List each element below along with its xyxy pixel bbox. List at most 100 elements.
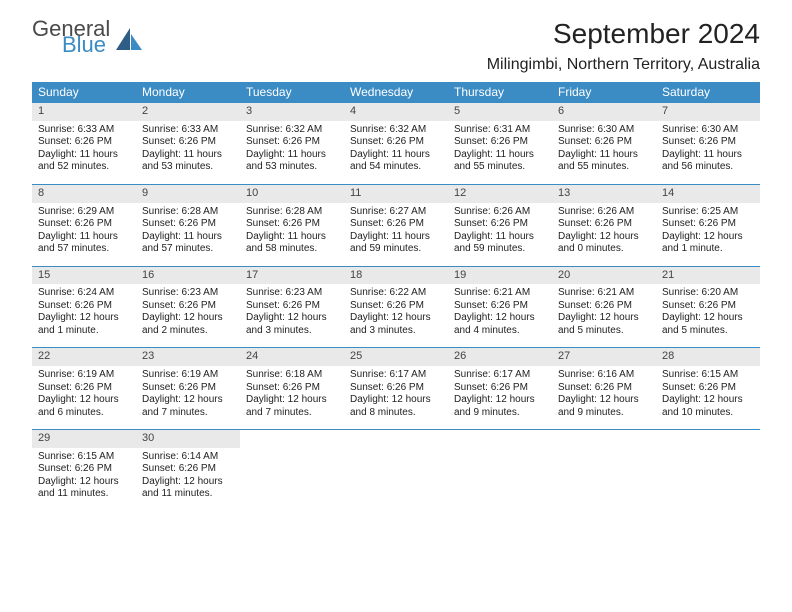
daylight-text: Daylight: 12 hours: [246, 312, 338, 325]
sunrise-text: Sunrise: 6:24 AM: [38, 287, 130, 300]
daylight-text: and 53 minutes.: [142, 161, 234, 174]
calendar-cell: 19Sunrise: 6:21 AMSunset: 6:26 PMDayligh…: [448, 266, 552, 348]
daylight-text: and 7 minutes.: [142, 407, 234, 420]
calendar-cell: 5Sunrise: 6:31 AMSunset: 6:26 PMDaylight…: [448, 103, 552, 185]
sunrise-text: Sunrise: 6:19 AM: [38, 369, 130, 382]
daylight-text: and 52 minutes.: [38, 161, 130, 174]
day-body: Sunrise: 6:33 AMSunset: 6:26 PMDaylight:…: [136, 121, 240, 184]
sunrise-text: Sunrise: 6:25 AM: [662, 206, 754, 219]
day-body: Sunrise: 6:21 AMSunset: 6:26 PMDaylight:…: [448, 284, 552, 347]
day-number: 24: [240, 348, 344, 366]
daylight-text: Daylight: 12 hours: [350, 312, 442, 325]
sunrise-text: Sunrise: 6:16 AM: [558, 369, 650, 382]
calendar-cell: 27Sunrise: 6:16 AMSunset: 6:26 PMDayligh…: [552, 348, 656, 430]
sunrise-text: Sunrise: 6:15 AM: [38, 451, 130, 464]
sunset-text: Sunset: 6:26 PM: [350, 218, 442, 231]
day-number: 3: [240, 103, 344, 121]
sunrise-text: Sunrise: 6:20 AM: [662, 287, 754, 300]
daylight-text: and 1 minute.: [38, 325, 130, 338]
calendar-cell: 2Sunrise: 6:33 AMSunset: 6:26 PMDaylight…: [136, 103, 240, 185]
day-body: Sunrise: 6:32 AMSunset: 6:26 PMDaylight:…: [240, 121, 344, 184]
calendar-cell: 10 Sunrise: 6:28 AMSunset: 6:26 PMDayligh…: [240, 184, 344, 266]
sunrise-text: Sunrise: 6:17 AM: [350, 369, 442, 382]
day-number: 16: [136, 267, 240, 285]
day-body: Sunrise: 6:19 AMSunset: 6:26 PMDaylight:…: [32, 366, 136, 429]
title-block: September 2024 Milingimbi, Northern Terr…: [487, 18, 760, 74]
weekday-header: Monday: [136, 82, 240, 103]
sunset-text: Sunset: 6:26 PM: [350, 382, 442, 395]
day-body: Sunrise: 6:31 AMSunset: 6:26 PMDaylight:…: [448, 121, 552, 184]
day-body: Sunrise: 6:33 AMSunset: 6:26 PMDaylight:…: [32, 121, 136, 184]
sunset-text: Sunset: 6:26 PM: [38, 463, 130, 476]
weekday-header: Friday: [552, 82, 656, 103]
sunrise-text: Sunrise: 6:28 AM: [142, 206, 234, 219]
calendar-cell: 18Sunrise: 6:22 AMSunset: 6:26 PMDayligh…: [344, 266, 448, 348]
weekday-header: Saturday: [656, 82, 760, 103]
calendar-cell: 9Sunrise: 6:28 AMSunset: 6:26 PMDaylight…: [136, 184, 240, 266]
daylight-text: Daylight: 12 hours: [454, 312, 546, 325]
daylight-text: Daylight: 12 hours: [246, 394, 338, 407]
daylight-text: and 8 minutes.: [350, 407, 442, 420]
day-number: 5: [448, 103, 552, 121]
day-body: Sunrise: 6:22 AMSunset: 6:26 PMDaylight:…: [344, 284, 448, 347]
sunset-text: Sunset: 6:26 PM: [454, 300, 546, 313]
sunset-text: Sunset: 6:26 PM: [454, 218, 546, 231]
daylight-text: and 11 minutes.: [38, 488, 130, 501]
daylight-text: Daylight: 12 hours: [558, 231, 650, 244]
calendar-cell: [656, 430, 760, 511]
sunrise-text: Sunrise: 6:17 AM: [454, 369, 546, 382]
sunset-text: Sunset: 6:26 PM: [38, 300, 130, 313]
calendar-cell: [240, 430, 344, 511]
calendar-cell: [448, 430, 552, 511]
daylight-text: Daylight: 12 hours: [558, 312, 650, 325]
day-body: Sunrise: 6:30 AMSunset: 6:26 PMDaylight:…: [656, 121, 760, 184]
calendar-row: 1Sunrise: 6:33 AMSunset: 6:26 PMDaylight…: [32, 103, 760, 185]
sunset-text: Sunset: 6:26 PM: [662, 218, 754, 231]
sunset-text: Sunset: 6:26 PM: [350, 136, 442, 149]
daylight-text: and 10 minutes.: [662, 407, 754, 420]
day-number: 23: [136, 348, 240, 366]
day-number: 13: [552, 185, 656, 203]
day-body: Sunrise: 6:14 AMSunset: 6:26 PMDaylight:…: [136, 448, 240, 511]
day-number: 10: [240, 185, 344, 203]
sunset-text: Sunset: 6:26 PM: [350, 300, 442, 313]
daylight-text: Daylight: 12 hours: [454, 394, 546, 407]
sunrise-text: Sunrise: 6:28 AM: [246, 206, 338, 219]
day-body: Sunrise: 6:23 AMSunset: 6:26 PMDaylight:…: [240, 284, 344, 347]
day-body: Sunrise: 6:17 AMSunset: 6:26 PMDaylight:…: [344, 366, 448, 429]
day-body: Sunrise: 6:26 AMSunset: 6:26 PMDaylight:…: [448, 203, 552, 266]
calendar-row: 15Sunrise: 6:24 AMSunset: 6:26 PMDayligh…: [32, 266, 760, 348]
sunset-text: Sunset: 6:26 PM: [454, 382, 546, 395]
sunset-text: Sunset: 6:26 PM: [558, 218, 650, 231]
day-number: 29: [32, 430, 136, 448]
calendar-cell: 6Sunrise: 6:30 AMSunset: 6:26 PMDaylight…: [552, 103, 656, 185]
sunrise-text: Sunrise: 6:33 AM: [38, 124, 130, 137]
day-body: Sunrise: 6:25 AMSunset: 6:26 PMDaylight:…: [656, 203, 760, 266]
header: General Blue September 2024 Milingimbi, …: [32, 18, 760, 74]
day-number: 8: [32, 185, 136, 203]
sunset-text: Sunset: 6:26 PM: [38, 218, 130, 231]
calendar-cell: 4Sunrise: 6:32 AMSunset: 6:26 PMDaylight…: [344, 103, 448, 185]
daylight-text: Daylight: 11 hours: [246, 231, 338, 244]
calendar-cell: 24Sunrise: 6:18 AMSunset: 6:26 PMDayligh…: [240, 348, 344, 430]
daylight-text: and 4 minutes.: [454, 325, 546, 338]
daylight-text: Daylight: 11 hours: [558, 149, 650, 162]
brand-logo: General Blue: [32, 18, 142, 56]
sunset-text: Sunset: 6:26 PM: [246, 218, 338, 231]
calendar-cell: 20Sunrise: 6:21 AMSunset: 6:26 PMDayligh…: [552, 266, 656, 348]
sunrise-text: Sunrise: 6:29 AM: [38, 206, 130, 219]
daylight-text: and 3 minutes.: [350, 325, 442, 338]
sunrise-text: Sunrise: 6:23 AM: [142, 287, 234, 300]
calendar-cell: 28Sunrise: 6:15 AMSunset: 6:26 PMDayligh…: [656, 348, 760, 430]
calendar-cell: 16Sunrise: 6:23 AMSunset: 6:26 PMDayligh…: [136, 266, 240, 348]
weekday-header: Tuesday: [240, 82, 344, 103]
sunrise-text: Sunrise: 6:26 AM: [454, 206, 546, 219]
day-number: 6: [552, 103, 656, 121]
day-body: Sunrise: 6:17 AMSunset: 6:26 PMDaylight:…: [448, 366, 552, 429]
calendar-cell: 30Sunrise: 6:14 AMSunset: 6:26 PMDayligh…: [136, 430, 240, 511]
calendar-cell: 8Sunrise: 6:29 AMSunset: 6:26 PMDaylight…: [32, 184, 136, 266]
daylight-text: Daylight: 12 hours: [662, 312, 754, 325]
calendar-cell: 1Sunrise: 6:33 AMSunset: 6:26 PMDaylight…: [32, 103, 136, 185]
day-body: Sunrise: 6:15 AMSunset: 6:26 PMDaylight:…: [656, 366, 760, 429]
daylight-text: and 9 minutes.: [454, 407, 546, 420]
